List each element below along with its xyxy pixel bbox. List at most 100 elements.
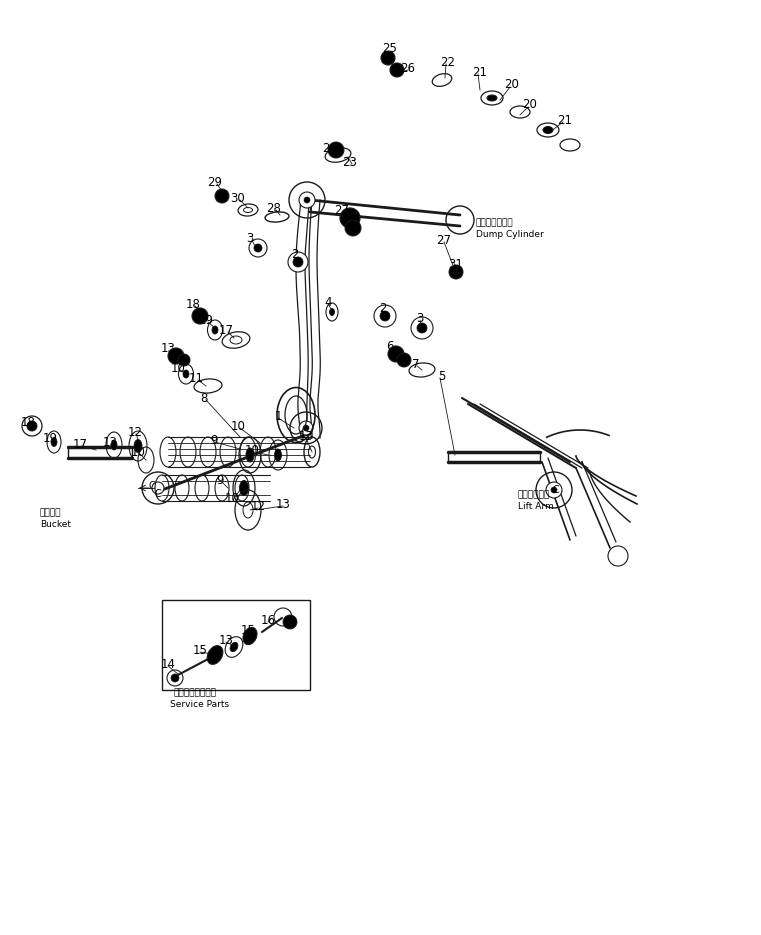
Text: 2: 2 xyxy=(291,248,299,261)
Ellipse shape xyxy=(212,326,218,334)
Text: 10: 10 xyxy=(131,445,145,458)
Circle shape xyxy=(293,257,303,267)
Ellipse shape xyxy=(330,309,335,315)
Text: Lift Arm: Lift Arm xyxy=(518,502,554,511)
Text: 25: 25 xyxy=(383,41,397,54)
Text: 17: 17 xyxy=(72,438,88,451)
Text: 12: 12 xyxy=(250,499,266,512)
Text: リフトアーム: リフトアーム xyxy=(518,490,550,499)
Circle shape xyxy=(299,192,315,208)
Text: サービスハーヅ: サービスハーヅ xyxy=(174,688,217,697)
Circle shape xyxy=(215,189,229,203)
Circle shape xyxy=(283,615,297,629)
Text: 23: 23 xyxy=(342,155,358,168)
Circle shape xyxy=(546,482,562,498)
Circle shape xyxy=(171,674,179,682)
Circle shape xyxy=(303,425,309,431)
Text: 16: 16 xyxy=(260,613,275,626)
Circle shape xyxy=(417,323,427,333)
Ellipse shape xyxy=(246,448,254,462)
Circle shape xyxy=(178,354,190,366)
Circle shape xyxy=(299,421,313,435)
Bar xyxy=(162,600,310,690)
Text: タンプシリンダ: タンプシリンダ xyxy=(476,218,514,227)
Circle shape xyxy=(340,208,360,228)
Text: 10: 10 xyxy=(231,420,246,433)
Ellipse shape xyxy=(183,370,189,378)
Ellipse shape xyxy=(543,126,553,134)
Text: 3: 3 xyxy=(416,311,424,324)
Text: 31: 31 xyxy=(448,257,463,270)
Text: Service Parts: Service Parts xyxy=(170,700,229,709)
Text: 8: 8 xyxy=(200,392,208,405)
Text: 10: 10 xyxy=(244,443,260,456)
Circle shape xyxy=(380,311,390,321)
Text: 5: 5 xyxy=(438,369,446,382)
Text: 19: 19 xyxy=(43,431,58,444)
Text: 26: 26 xyxy=(400,62,416,75)
Text: 21: 21 xyxy=(473,65,488,79)
Circle shape xyxy=(397,353,411,367)
Text: 3: 3 xyxy=(247,232,253,244)
Text: 18: 18 xyxy=(186,297,200,310)
Text: 20: 20 xyxy=(505,79,520,92)
Ellipse shape xyxy=(207,646,223,665)
Text: 28: 28 xyxy=(266,202,282,214)
Circle shape xyxy=(192,308,208,324)
Circle shape xyxy=(390,63,404,77)
Ellipse shape xyxy=(240,481,249,496)
Text: 20: 20 xyxy=(523,98,537,111)
Ellipse shape xyxy=(243,627,257,644)
Text: 9: 9 xyxy=(210,434,218,447)
Text: 7: 7 xyxy=(412,357,420,370)
Circle shape xyxy=(168,348,184,364)
Text: C: C xyxy=(552,485,559,495)
Circle shape xyxy=(381,51,395,65)
Text: 21: 21 xyxy=(558,113,572,126)
Text: 15: 15 xyxy=(193,643,208,656)
Text: 27: 27 xyxy=(437,234,451,247)
Text: 19: 19 xyxy=(199,313,214,326)
Text: 10: 10 xyxy=(170,362,186,375)
Text: バケット: バケット xyxy=(40,508,62,517)
Ellipse shape xyxy=(134,439,142,453)
Text: 10: 10 xyxy=(224,492,240,505)
Text: 13: 13 xyxy=(161,341,176,354)
Circle shape xyxy=(388,346,404,362)
Text: 12: 12 xyxy=(128,425,142,439)
Circle shape xyxy=(304,197,310,203)
Circle shape xyxy=(152,482,164,494)
Circle shape xyxy=(27,421,37,431)
Ellipse shape xyxy=(487,95,497,101)
Circle shape xyxy=(254,244,262,252)
Text: C: C xyxy=(154,489,161,499)
Text: 4: 4 xyxy=(324,295,332,309)
Circle shape xyxy=(449,265,463,279)
Text: 13: 13 xyxy=(298,429,314,442)
Ellipse shape xyxy=(51,438,57,447)
Ellipse shape xyxy=(111,440,117,450)
Circle shape xyxy=(345,220,361,236)
Text: Dump Cylinder: Dump Cylinder xyxy=(476,230,544,239)
Text: 2: 2 xyxy=(379,301,387,314)
Text: 17: 17 xyxy=(218,324,234,337)
Text: 22: 22 xyxy=(441,55,456,68)
Text: 29: 29 xyxy=(208,176,222,189)
Text: 6: 6 xyxy=(387,339,393,352)
Text: 15: 15 xyxy=(240,624,256,637)
Circle shape xyxy=(551,487,557,493)
Text: 13: 13 xyxy=(275,497,291,511)
Text: 13: 13 xyxy=(103,436,117,449)
Ellipse shape xyxy=(275,449,282,461)
Text: 13: 13 xyxy=(218,634,234,646)
Text: C: C xyxy=(148,481,155,491)
Text: 24: 24 xyxy=(323,141,337,154)
Text: 27: 27 xyxy=(335,204,349,217)
Text: 30: 30 xyxy=(231,192,245,205)
Text: 11: 11 xyxy=(189,371,203,384)
Text: 1: 1 xyxy=(274,410,282,423)
Text: 9: 9 xyxy=(216,473,224,486)
Ellipse shape xyxy=(230,642,238,652)
Text: Bucket: Bucket xyxy=(40,520,71,529)
Text: 18: 18 xyxy=(21,415,36,428)
